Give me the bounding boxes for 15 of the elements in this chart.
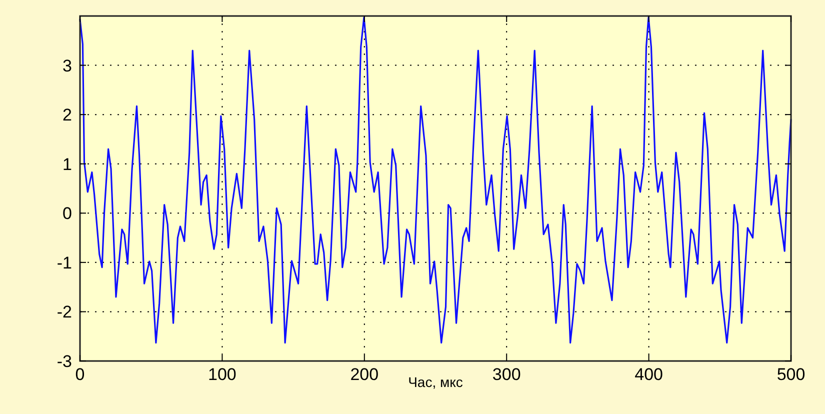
x-tick-label: 200 [350, 365, 379, 384]
x-tick-label: 500 [776, 365, 806, 384]
y-tick-label: -1 [56, 253, 72, 272]
y-tick-label: 0 [62, 204, 72, 224]
y-tick-label: 1 [62, 154, 72, 174]
y-tick-label: -3 [56, 352, 72, 371]
x-tick-label: 300 [492, 365, 521, 384]
y-tick-label: 2 [62, 106, 72, 125]
x-tick-label: 0 [75, 365, 85, 384]
y-tick-label: -2 [56, 302, 72, 322]
x-tick-label: 100 [208, 365, 236, 384]
x-tick-label: 400 [634, 365, 663, 384]
x-axis-title: Час, мкс [408, 374, 463, 390]
y-tick-label: 3 [62, 56, 72, 76]
line-series [79, 16, 792, 344]
